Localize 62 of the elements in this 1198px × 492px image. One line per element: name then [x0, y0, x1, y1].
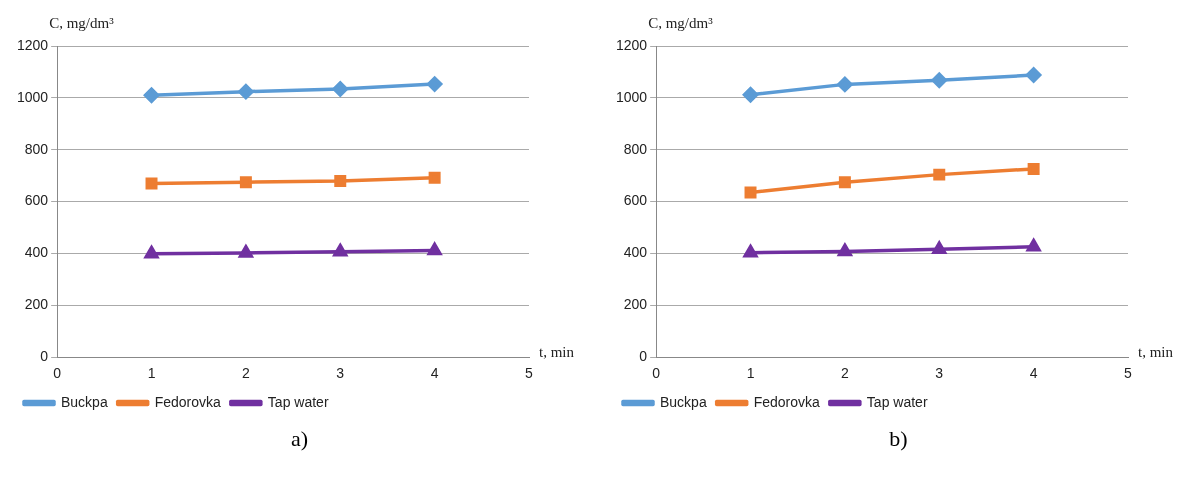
x-tick-label: 2: [840, 365, 849, 382]
point: [428, 171, 441, 184]
point: [238, 245, 253, 258]
y-tick-label: 800: [24, 140, 49, 157]
point: [143, 87, 160, 104]
text: a): [289, 426, 310, 452]
x-tick-label: 0: [53, 365, 62, 382]
y-tick-label: 600: [623, 192, 648, 209]
y-axis-title: C, mg/dm³: [648, 15, 714, 32]
x-tick-label: 5: [1124, 365, 1133, 382]
x-tick-label: 3: [935, 365, 944, 382]
point: [837, 76, 853, 93]
point: [1027, 162, 1040, 175]
legend-label: Fedorovka: [753, 393, 821, 410]
y-tick-label: 200: [24, 296, 49, 313]
x-tick-label: 4: [430, 365, 439, 382]
y-tick-label: 0: [40, 348, 49, 365]
x-axis-title: t, min: [539, 344, 575, 361]
point: [931, 239, 948, 255]
x-tick-label: 4: [1029, 365, 1038, 382]
y-axis-title: C, mg/dm³: [49, 15, 115, 32]
legend-label: Tap water: [866, 393, 928, 410]
point: [931, 72, 948, 88]
y-tick-label: 800: [623, 140, 648, 157]
y-tick-label: 400: [623, 244, 648, 261]
point: [145, 177, 158, 190]
legend-label: Buckpa: [660, 393, 707, 410]
point: [238, 83, 254, 100]
point: [332, 81, 349, 97]
x-tick-label: 2: [241, 365, 250, 382]
x-tick-label: 1: [746, 365, 755, 382]
point: [744, 186, 757, 199]
y-tick-label: 1000: [16, 88, 49, 105]
y-tick-label: 1200: [16, 36, 49, 53]
point: [333, 243, 348, 257]
point: [426, 76, 443, 92]
point: [1026, 238, 1041, 252]
x-tick-label: 5: [525, 365, 534, 382]
x-axis-title: t, min: [1138, 344, 1174, 361]
text: b): [888, 426, 909, 452]
y-tick-label: 200: [623, 296, 648, 313]
point: [838, 176, 851, 189]
x-tick-label: 0: [652, 365, 661, 382]
point: [933, 168, 946, 181]
point: [1025, 67, 1042, 83]
point: [837, 243, 852, 257]
y-tick-label: 600: [24, 192, 49, 209]
y-tick-label: 1200: [615, 36, 648, 53]
legend-label: Buckpa: [61, 393, 108, 410]
y-tick-label: 400: [24, 244, 49, 261]
point: [239, 176, 252, 189]
point: [144, 245, 159, 259]
x-tick-label: 3: [336, 365, 345, 382]
point: [334, 175, 347, 188]
legend-label: Tap water: [267, 393, 329, 410]
legend-label: Fedorovka: [154, 393, 222, 410]
y-tick-label: 0: [639, 348, 648, 365]
point: [427, 242, 442, 256]
x-tick-label: 1: [147, 365, 156, 382]
point: [743, 244, 758, 258]
y-tick-label: 1000: [615, 88, 648, 105]
point: [742, 87, 759, 103]
